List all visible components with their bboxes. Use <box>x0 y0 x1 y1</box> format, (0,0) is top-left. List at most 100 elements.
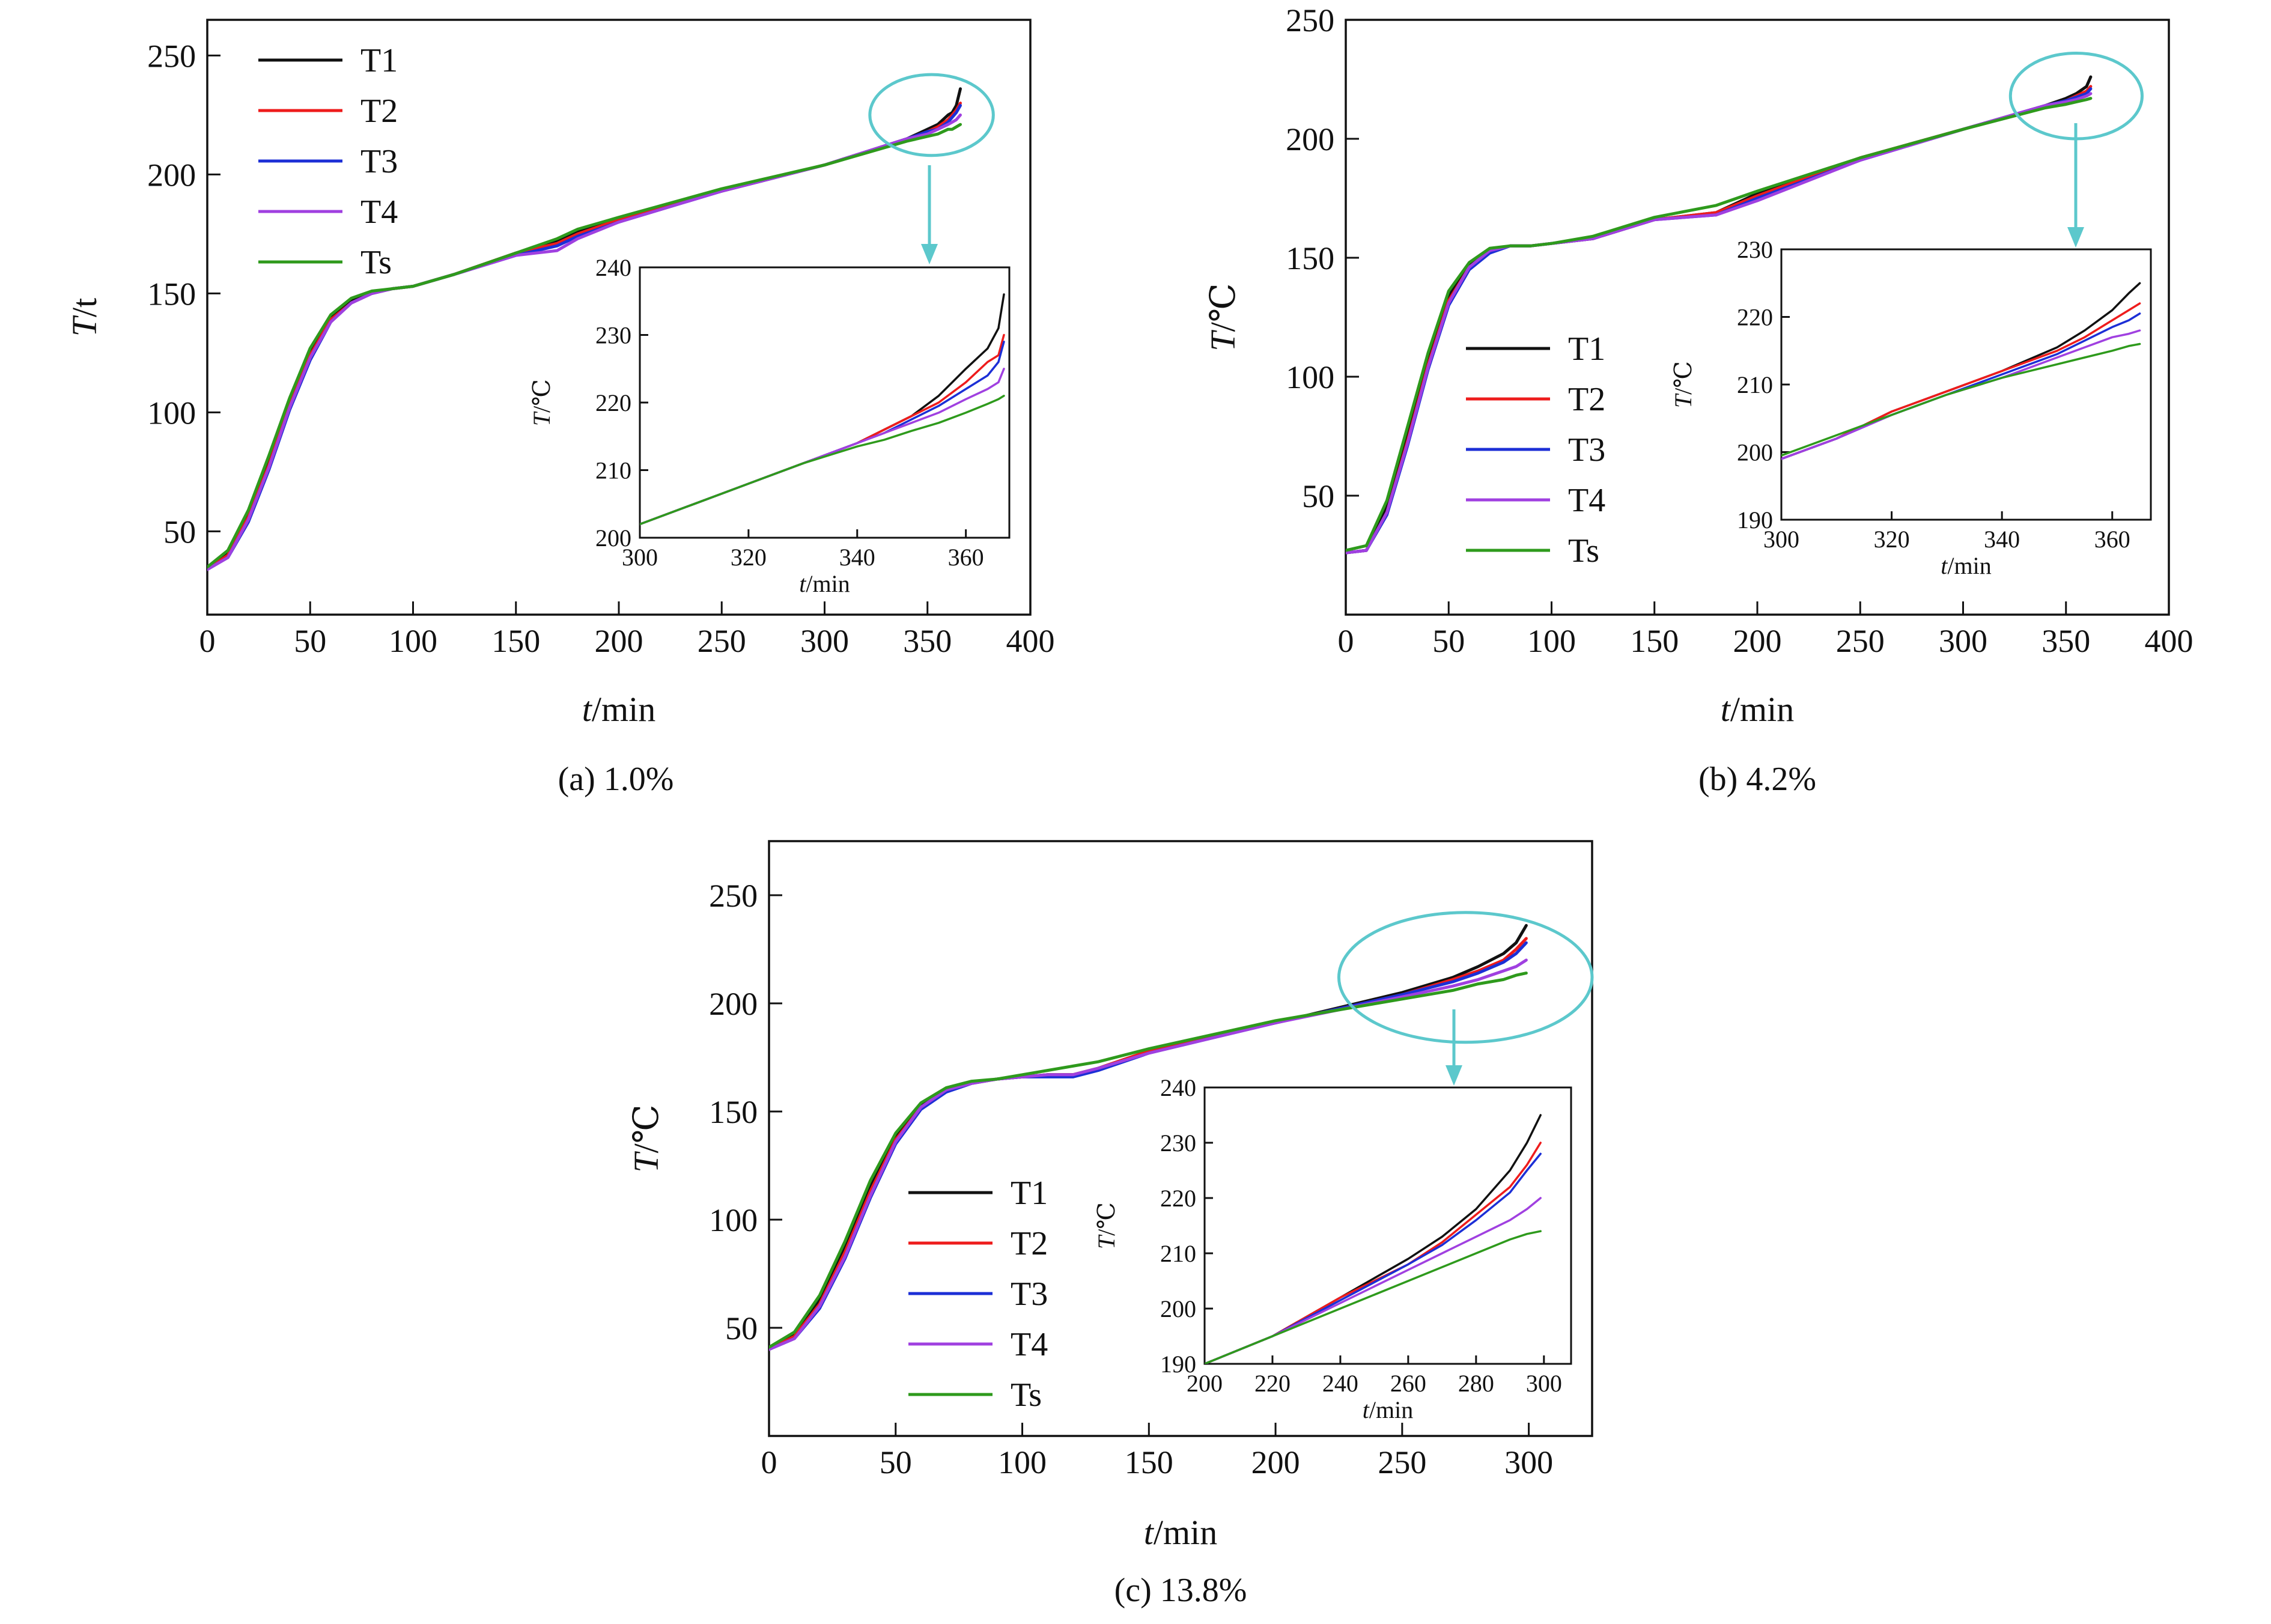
panel-b-inset-xlabel: t/min <box>1941 552 1991 579</box>
panel-c-inset-xtick-label: 240 <box>1322 1370 1358 1397</box>
panel-b-inset-xtick-label: 300 <box>1763 526 1799 553</box>
panel-a-legend-label-t3: T3 <box>360 143 398 180</box>
panel-b-xtick-label: 0 <box>1338 623 1354 659</box>
panel-c-plot-area <box>769 923 1528 1351</box>
panel-a-ytick-label: 250 <box>147 38 196 74</box>
panel-c-series-t4 <box>769 958 1528 1351</box>
panel-c-inset-ytick-label: 240 <box>1160 1074 1196 1101</box>
panel-c-inset-series-ts <box>1205 1230 1542 1364</box>
panel-a-ytick-label: 200 <box>147 157 196 193</box>
panel-a-xlabel: t/min <box>582 690 655 729</box>
panel-c-legend-label-ts: Ts <box>1011 1376 1042 1414</box>
panel-a-xtick-label: 50 <box>294 623 326 659</box>
panel-c-ytick-label: 100 <box>709 1202 758 1238</box>
panel-a-ytick-label: 100 <box>147 395 196 431</box>
panel-c-xlabel: t/min <box>1144 1513 1217 1552</box>
panel-c-ytick-label: 250 <box>709 878 758 914</box>
panel-c-highlight-ellipse <box>1337 911 1594 1044</box>
panel-c-series-ts <box>769 972 1528 1349</box>
panel-a-inset-ylabel: T/℃ <box>528 379 555 426</box>
panel-a-inset-frame <box>639 266 1011 539</box>
panel-a-legend-label-t4: T4 <box>360 193 398 231</box>
panel-a-highlight-ellipse <box>868 73 995 157</box>
panel-c-inset-ytick-label: 200 <box>1160 1295 1196 1322</box>
panel-a-inset-ytick-label: 210 <box>595 457 631 484</box>
panel-c-ytick-label: 200 <box>709 986 758 1022</box>
panel-c-inset-plot-area <box>1205 1114 1542 1364</box>
panel-b-ytick-label: 100 <box>1286 359 1334 395</box>
panel-a: 0 50 100 150 200 250 300 350 400 50 100 150 200 250 t/… <box>65 19 1055 798</box>
panel-b-zoom-arrow-head <box>2067 227 2084 248</box>
panel-b-inset-ytick-label: 230 <box>1737 236 1773 263</box>
panel-a-inset: 300 320 340 360 200 210 220 230 240 t/min T/℃ <box>528 254 1011 597</box>
panel-a-plot-area <box>207 87 962 571</box>
panel-a-xtick-label: 0 <box>199 623 216 659</box>
panel-c-legend-label-t3: T3 <box>1011 1276 1048 1313</box>
panel-b-xtick-label: 350 <box>2041 623 2090 659</box>
panel-b-xtick-label: 250 <box>1836 623 1885 659</box>
panel-a-inset-ytick-label: 240 <box>595 254 631 281</box>
panel-b-ytick-label: 250 <box>1286 2 1334 38</box>
panel-b-inset-plot-area <box>1781 282 2141 460</box>
panel-c-caption: (c) 13.8% <box>1114 1572 1247 1609</box>
panel-a-xtick-label: 350 <box>903 623 952 659</box>
panel-a-inset-series-ts <box>640 395 1005 526</box>
panel-c-inset-frame <box>1203 1086 1572 1365</box>
panel-c-inset-ytick-label: 220 <box>1160 1185 1196 1212</box>
panel-c-inset: 200 220 240 260 280 300190200210220230240t/mi… <box>1093 1074 1572 1423</box>
panel-c-xtick-label: 100 <box>998 1444 1047 1480</box>
panel-a-inset-xtick-label: 320 <box>731 544 767 571</box>
panel-b-inset-xtick-label: 360 <box>2094 526 2130 553</box>
panel-a-xtick-label: 200 <box>595 623 643 659</box>
panel-c-inset-ytick-label: 210 <box>1160 1240 1196 1267</box>
panel-b-inset-ylabel: T/℃ <box>1670 361 1697 408</box>
panel-b-inset-series-t4 <box>1781 329 2141 460</box>
panel-b-inset-series-ts <box>1781 342 2141 457</box>
panel-a-legend-label-ts: Ts <box>360 244 392 281</box>
panel-a-inset-xtick-label: 360 <box>948 544 984 571</box>
panel-b-plot-area <box>1346 75 2093 555</box>
panel-c-inset-ytick-label: 190 <box>1160 1351 1196 1378</box>
panel-c-xtick-label: 0 <box>761 1444 777 1480</box>
panel-c-xtick-label: 200 <box>1251 1444 1300 1480</box>
panel-c-inset-xtick-label: 300 <box>1526 1370 1562 1397</box>
panel-b-ylabel: T/℃ <box>1203 283 1242 351</box>
panel-b-inset-ytick-label: 220 <box>1737 304 1773 331</box>
panel-b-legend-label-t3: T3 <box>1568 431 1605 469</box>
panel-b-legend-label-ts: Ts <box>1568 532 1599 570</box>
panel-b-inset-ytick-label: 200 <box>1737 439 1773 466</box>
panel-a-ylabel: T/t <box>65 298 104 337</box>
panel-a-inset-xtick-label: 300 <box>622 544 658 571</box>
panel-b: 0 50 100 150 200 250 300 350 400 50 100 150 200 250 t/… <box>1203 2 2193 798</box>
panel-a-inset-ytick-label: 220 <box>595 389 631 416</box>
panel-a-inset-xlabel: t/min <box>799 570 850 597</box>
panel-b-ytick-label: 200 <box>1286 121 1334 157</box>
panel-c-inset-xtick-label: 280 <box>1458 1370 1494 1397</box>
panel-c: 0 50 100 150 200 250 300 50 100 150 200 250 t/min T/℃… <box>627 840 1594 1609</box>
panel-b-inset-xtick-label: 340 <box>1984 526 2020 553</box>
panel-b-xlabel: t/min <box>1721 690 1794 729</box>
panel-a-xtick-label: 100 <box>389 623 437 659</box>
panel-a-legend-label-t1: T1 <box>360 42 398 79</box>
panel-a-xtick-label: 300 <box>800 623 849 659</box>
panel-a-zoom-arrow-head <box>921 244 938 264</box>
panel-c-inset-xtick-label: 220 <box>1254 1370 1291 1397</box>
panel-c-legend-label-t4: T4 <box>1011 1326 1048 1363</box>
panel-c-legend-label-t2: T2 <box>1011 1225 1048 1262</box>
panel-b-legend-label-t2: T2 <box>1568 381 1605 418</box>
panel-a-series-t4 <box>207 113 962 571</box>
panel-b-caption: (b) 4.2% <box>1698 761 1816 798</box>
panel-a-legend-label-t2: T2 <box>360 93 398 130</box>
panel-a-xtick-label: 250 <box>698 623 746 659</box>
panel-a-series-ts <box>207 123 962 569</box>
panel-b-ytick-label: 50 <box>1302 478 1334 514</box>
panel-a-ytick-label: 50 <box>163 514 196 550</box>
panel-a-caption: (a) 1.0% <box>558 761 674 798</box>
panel-c-inset-xlabel: t/min <box>1363 1396 1413 1423</box>
panel-a-inset-ytick-label: 230 <box>595 322 631 349</box>
panel-b-inset-xtick-label: 320 <box>1874 526 1910 553</box>
panel-b-xtick-label: 400 <box>2145 623 2193 659</box>
panel-a-ytick-label: 150 <box>147 276 196 312</box>
panel-c-xtick-label: 50 <box>880 1444 912 1480</box>
